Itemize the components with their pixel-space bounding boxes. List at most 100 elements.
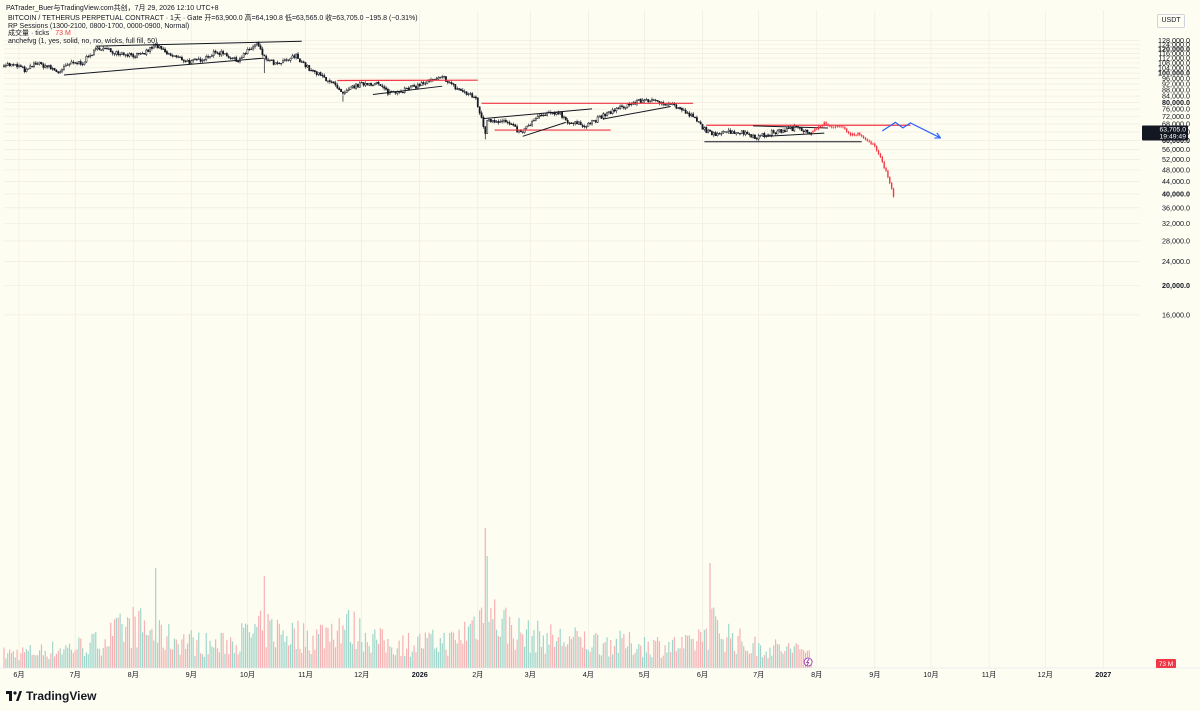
candle-body (98, 47, 101, 50)
candle-body (373, 83, 376, 86)
candle-body (310, 70, 313, 72)
indicator-volume[interactable]: 成交量 · ticks (8, 30, 50, 38)
candle-body (710, 131, 713, 136)
candle-body (181, 57, 183, 61)
volume-bar (793, 646, 795, 668)
candle-body (104, 47, 107, 49)
volume-bar (531, 635, 533, 668)
lightning-icon (805, 658, 810, 666)
candle-body (302, 61, 305, 63)
volume-bar (33, 654, 35, 668)
volume-bar (677, 648, 679, 668)
candle-body (57, 71, 60, 74)
volume-bar (407, 632, 410, 668)
volume-bar (660, 657, 662, 668)
trendline (753, 125, 829, 129)
candle-body (68, 63, 71, 66)
candle-body (598, 115, 601, 118)
volume-bar (138, 610, 140, 668)
volume-bar (696, 641, 698, 668)
candle-body (285, 59, 288, 61)
volume-bar (229, 637, 232, 668)
volume-bar (383, 640, 385, 668)
candle-body (188, 60, 191, 64)
volume-bar (426, 638, 428, 668)
volume-bar (113, 619, 116, 668)
candle-body (471, 93, 474, 98)
price-axis-label: 32,000.0 (1162, 219, 1190, 228)
volume-bar (421, 648, 423, 668)
indicator-sessions[interactable]: RP Sessions (1300-2100, 0800-1700, 0000-… (8, 22, 190, 30)
candle-body (177, 56, 180, 58)
time-axis-label: 10月 (240, 670, 255, 679)
volume-bar (424, 632, 426, 668)
volume-bar (366, 642, 368, 668)
volume-bar (155, 568, 157, 668)
currency-button[interactable]: USDT (1157, 14, 1185, 28)
volume-bar (181, 639, 183, 668)
volume-bar (565, 646, 567, 668)
time-axis-label: 8月 (128, 670, 139, 679)
candle-body (274, 62, 277, 65)
candle-body (593, 120, 595, 122)
candle-body (79, 61, 82, 65)
candle-body (332, 81, 335, 84)
candle-body (379, 83, 382, 86)
candle-body (297, 53, 299, 59)
candle-body (102, 47, 105, 51)
candle-body (220, 50, 223, 56)
trendline (522, 121, 566, 137)
candle-body (495, 121, 498, 123)
candle-body (136, 53, 138, 58)
candle-body (654, 99, 657, 101)
volume-bar (587, 649, 589, 668)
indicator-anchor[interactable]: anchefvg (1, yes, solid, no, no, wicks, … (8, 37, 158, 45)
candle-body (770, 130, 773, 136)
candle-body (784, 130, 786, 132)
volume-bar (353, 611, 355, 668)
volume-bar (750, 653, 752, 668)
candle-body (418, 83, 421, 87)
volume-bar (439, 637, 441, 668)
volume-bar (267, 614, 269, 668)
volume-bar (166, 636, 168, 668)
volume-bar (80, 638, 82, 668)
candle-body (31, 66, 33, 68)
volume-bar (479, 610, 481, 668)
candle-body (216, 52, 219, 54)
candle-body (143, 52, 146, 55)
candle-body (740, 130, 743, 134)
candle-body (666, 104, 668, 106)
candle-body (151, 46, 153, 49)
volume-bar (445, 649, 447, 668)
volume-bar (269, 620, 271, 668)
projection-candle-body (853, 133, 855, 136)
price-axis-background (1140, 0, 1200, 711)
candle-body (358, 82, 361, 88)
volume-bar (18, 660, 20, 668)
symbol-title[interactable]: BITCOIN / TETHERUS PERPETUAL CONTRACT · … (8, 15, 203, 22)
volume-bar (9, 649, 11, 668)
volume-bar (5, 658, 7, 668)
tradingview-logo[interactable]: TradingView (6, 689, 96, 703)
price-axis-label: 36,000.0 (1162, 203, 1190, 212)
tradingview-logo-icon (6, 691, 22, 701)
volume-bar (447, 655, 449, 668)
candle-body (557, 112, 560, 115)
price-axis[interactable]: 128,000.0124,000.0120,000.0116,000.0112,… (1140, 0, 1200, 711)
volume-bar (293, 628, 295, 668)
candle-body (583, 125, 586, 128)
candle-body (718, 133, 721, 135)
candle-body (113, 53, 116, 55)
trendline (63, 57, 265, 76)
candle-body (609, 111, 612, 115)
candle-body (261, 48, 264, 55)
volume-bar (63, 649, 65, 668)
candle-body (566, 119, 569, 124)
volume-bar (106, 646, 108, 668)
volume-bar (718, 633, 720, 668)
candle-body (531, 121, 534, 126)
time-axis[interactable]: 6月 7月 8月 9月 10月 11月 12月 2026 2月 3月 4月 5月 6月 7月 8月 9月 10月… (0, 667, 1200, 686)
volume-bar (128, 618, 131, 668)
